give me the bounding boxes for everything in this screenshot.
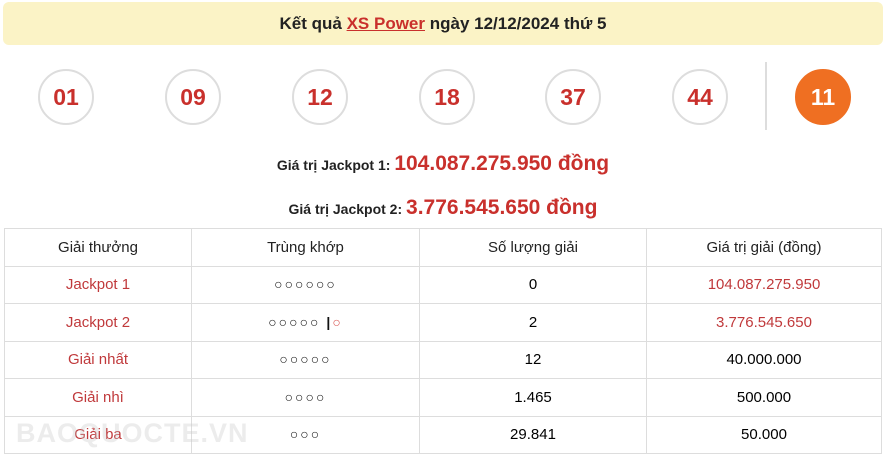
jackpot1-value: 104.087.275.950 đồng — [394, 152, 610, 175]
prize-count: 0 — [419, 265, 647, 304]
table-row: Jackpot 1 ○○○○○○ 0 104.087.275.950 — [4, 265, 882, 304]
table-header: Giải thưởng Trùng khớp Số lượng giải Giá… — [4, 228, 882, 267]
match-dots: ○○○○○○ — [274, 276, 337, 293]
ball-4: 18 — [419, 69, 475, 125]
header-value: Giá trị giải (đồng) — [646, 228, 882, 267]
prize-count: 1.465 — [419, 378, 647, 417]
ball-5: 37 — [545, 69, 601, 125]
power-match-dot: ○ — [332, 313, 343, 330]
banner-date: ngày 12/12/2024 thứ 5 — [429, 14, 607, 33]
jackpot2-value: 3.776.545.650 đồng — [406, 196, 598, 219]
jackpot2-line: Giá trị Jackpot 2: 3.776.545.650 đồng — [0, 196, 886, 220]
table-row: Jackpot 2 ○○○○○ |○ 2 3.776.545.650 — [4, 303, 882, 342]
match-dots: ○○○○○ — [279, 351, 332, 368]
header-count: Số lượng giải — [419, 228, 647, 267]
prize-name: Giải nhì — [4, 378, 192, 417]
table-row: Giải nhì ○○○○ 1.465 500.000 — [4, 378, 882, 417]
prize-value: 3.776.545.650 — [646, 303, 882, 342]
prize-name: Giải ba — [4, 415, 192, 454]
prize-name: Jackpot 2 — [4, 303, 192, 342]
prize-count: 2 — [419, 303, 647, 342]
power-ball: 11 — [795, 69, 851, 125]
divider — [765, 62, 767, 130]
jackpot2-label: Giá trị Jackpot 2: — [288, 201, 403, 217]
match-dots: ○○○○○ | — [268, 313, 333, 330]
prize-value: 500.000 — [646, 378, 882, 417]
result-banner: Kết quả XS Power ngày 12/12/2024 thứ 5 — [3, 2, 883, 45]
match-cell: ○○○○○ — [191, 340, 420, 379]
match-cell: ○○○○ — [191, 378, 420, 417]
prize-count: 12 — [419, 340, 647, 379]
ball-1: 01 — [38, 69, 94, 125]
match-cell: ○○○○○ |○ — [191, 303, 420, 342]
prize-value: 104.087.275.950 — [646, 265, 882, 304]
match-dots: ○○○ — [289, 426, 322, 443]
header-match: Trùng khớp — [191, 228, 420, 267]
match-cell: ○○○○○○ — [191, 265, 420, 304]
prize-count: 29.841 — [419, 415, 647, 454]
table-row: Giải nhất ○○○○○ 12 40.000.000 — [4, 340, 882, 379]
jackpot1-line: Giá trị Jackpot 1: 104.087.275.950 đồng — [0, 152, 886, 176]
match-dots: ○○○○ — [284, 388, 327, 405]
prize-value: 50.000 — [646, 415, 882, 454]
ball-6: 44 — [672, 69, 728, 125]
prize-table: Giải thưởng Trùng khớp Số lượng giải Giá… — [4, 228, 882, 454]
header-prize: Giải thưởng — [4, 228, 192, 267]
prize-value: 40.000.000 — [646, 340, 882, 379]
prize-name: Giải nhất — [4, 340, 192, 379]
match-cell: ○○○ — [191, 415, 420, 454]
banner-prefix: Kết quả — [279, 14, 342, 33]
jackpot1-label: Giá trị Jackpot 1: — [276, 157, 391, 173]
ball-2: 09 — [165, 69, 221, 125]
table-row: Giải ba ○○○ 29.841 50.000 — [4, 415, 882, 454]
prize-name: Jackpot 1 — [4, 265, 192, 304]
xs-power-link[interactable]: XS Power — [346, 14, 425, 33]
ball-3: 12 — [292, 69, 348, 125]
